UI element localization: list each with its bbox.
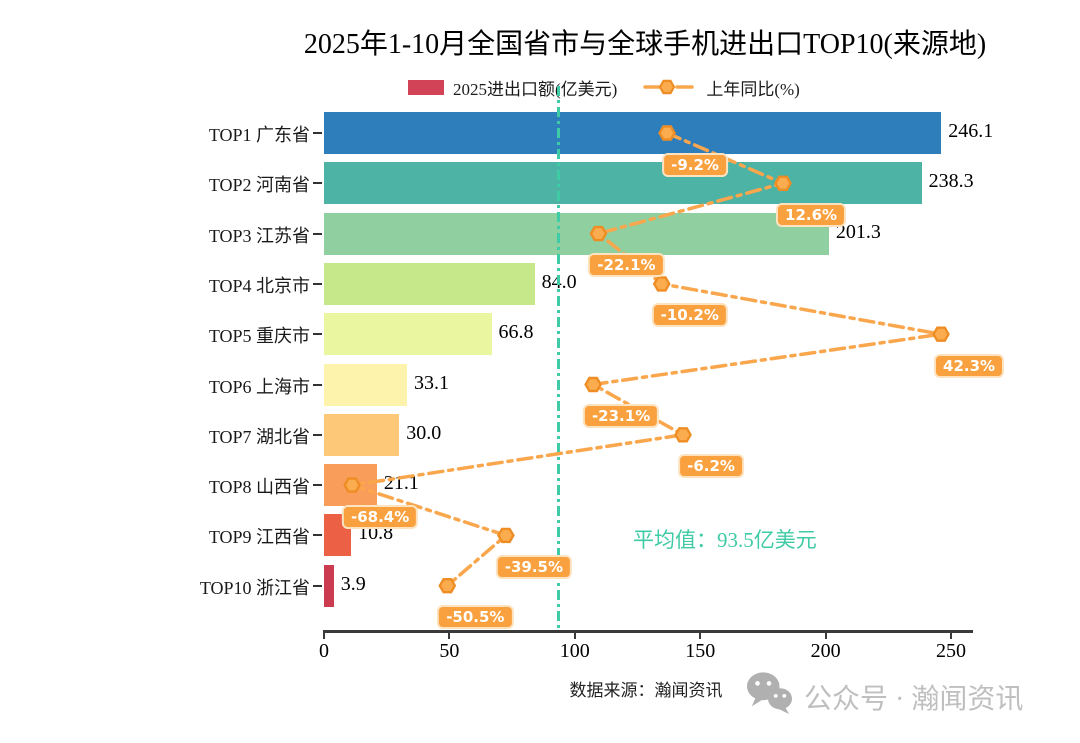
- category-tick-icon: [313, 282, 322, 285]
- bar: [324, 313, 492, 356]
- x-axis-tick-icon: [448, 632, 451, 639]
- legend: 2025进出口额(亿美元) 上年同比(%): [408, 73, 800, 101]
- legend-line-marker-icon: [643, 78, 698, 96]
- x-axis-tick-icon: [950, 632, 952, 639]
- category-tick-icon: [313, 433, 322, 436]
- category-tick-icon: [313, 182, 322, 185]
- category-tick-icon: [313, 584, 322, 587]
- yoy-marker-icon: [497, 527, 515, 544]
- x-axis-tick-label: 250: [936, 640, 966, 662]
- bar-value-label: 246.1: [948, 120, 994, 142]
- x-axis-tick-label: 50: [439, 640, 460, 662]
- bar: [324, 262, 535, 305]
- category-label: TOP10 浙江省: [199, 577, 310, 598]
- bar: [324, 363, 407, 406]
- category-label: TOP3 江苏省: [208, 225, 310, 246]
- yoy-badge: -22.1%: [588, 253, 665, 278]
- mean-value-label: 平均值：93.5亿美元: [633, 528, 817, 552]
- yoy-badge: -10.2%: [651, 303, 728, 328]
- x-axis-tick-icon: [824, 632, 827, 639]
- yoy-marker-icon: [438, 578, 457, 594]
- category-label: TOP9 江西省: [208, 527, 310, 548]
- category-label: TOP6 上海市: [208, 376, 310, 397]
- yoy-badge: 42.3%: [934, 353, 1005, 378]
- category-tick-icon: [313, 132, 322, 134]
- legend-line-label: 上年同比(%): [706, 79, 800, 99]
- bar: [324, 112, 942, 154]
- category-label: TOP1 广东省: [208, 125, 310, 145]
- wechat-icon: [744, 670, 794, 724]
- x-axis-tick-icon: [699, 632, 702, 639]
- legend-bar-swatch-icon: [408, 79, 444, 95]
- category-label: TOP2 河南省: [208, 175, 310, 196]
- category-tick-icon: [313, 534, 322, 537]
- bar: [324, 162, 922, 205]
- legend-bar-label: 2025进出口额(亿美元): [453, 79, 618, 99]
- bar-value-label: 30.0: [406, 421, 442, 444]
- yoy-badge: -50.5%: [437, 605, 514, 630]
- yoy-badge: -6.2%: [678, 454, 744, 479]
- watermark: 公众号 · 瀚闻资讯: [744, 670, 1023, 724]
- yoy-marker-icon: [932, 326, 950, 342]
- bar-value-label: 3.9: [340, 572, 366, 595]
- category-tick-icon: [313, 232, 322, 235]
- category-label: TOP8 山西省: [208, 477, 310, 498]
- category-label: TOP4 北京市: [208, 275, 310, 296]
- bar: [324, 413, 400, 456]
- bar: [324, 464, 377, 507]
- bar: [324, 564, 334, 607]
- category-tick-icon: [313, 383, 322, 386]
- category-tick-icon: [313, 484, 322, 487]
- x-axis-tick-label: 150: [685, 640, 716, 662]
- bar-value-label: 33.1: [414, 371, 449, 394]
- x-axis-tick-label: 0: [319, 640, 329, 662]
- bar-value-label: 238.3: [928, 170, 974, 193]
- yoy-marker-icon: [674, 427, 692, 443]
- yoy-badge: 12.6%: [776, 202, 847, 227]
- x-axis-tick-label: 200: [810, 640, 841, 662]
- x-axis-tick-icon: [323, 632, 325, 639]
- category-label: TOP5 重庆市: [208, 326, 310, 347]
- yoy-badge: -23.1%: [582, 404, 660, 428]
- data-source: 数据来源：瀚闻资讯: [569, 681, 723, 700]
- x-axis-tick-icon: [573, 632, 576, 639]
- bar-value-label: 66.8: [498, 321, 534, 344]
- watermark-text: 公众号 · 瀚闻资讯: [804, 684, 1024, 715]
- bar-value-label: 21.1: [383, 472, 419, 495]
- bar: [324, 212, 829, 255]
- yoy-badge: -39.5%: [495, 554, 572, 579]
- mean-line: [556, 86, 560, 630]
- yoy-badge: -68.4%: [341, 504, 419, 529]
- yoy-badge: -9.2%: [662, 152, 728, 177]
- x-axis-line: [323, 629, 973, 633]
- category-label: TOP7 湖北省: [208, 426, 310, 447]
- yoy-marker-icon: [652, 276, 671, 292]
- x-axis-tick-label: 100: [559, 640, 590, 662]
- category-tick-icon: [313, 333, 322, 336]
- chart-title: 2025年1-10月全国省市与全球手机进出口TOP10(来源地): [303, 29, 987, 60]
- yoy-marker-icon: [584, 376, 602, 393]
